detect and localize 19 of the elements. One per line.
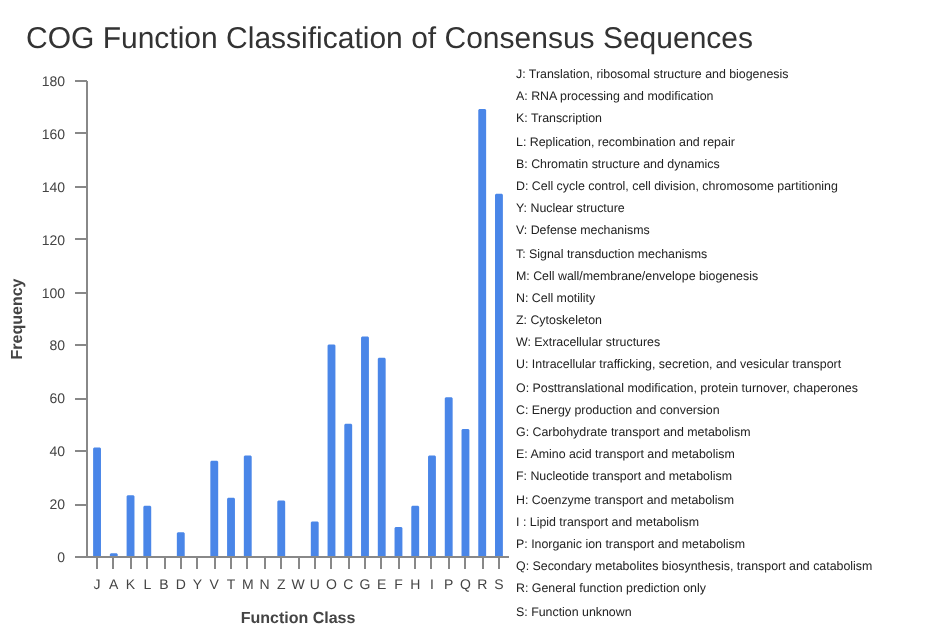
bar: [428, 455, 436, 557]
bar: [93, 447, 101, 557]
bar: [210, 460, 219, 557]
bar: [310, 521, 319, 557]
bar: [495, 193, 503, 557]
bar: [444, 397, 453, 557]
bar: [227, 497, 235, 557]
bar: [478, 109, 487, 557]
bar: [277, 500, 286, 557]
bar: [411, 505, 420, 557]
x-axis-title: Function Class: [240, 609, 357, 627]
bar: [143, 505, 152, 557]
bar: [176, 532, 185, 557]
bar: [243, 455, 252, 557]
bar: [377, 357, 386, 557]
chart-title: COG Function Classification of Consensus Sequences: [26, 20, 754, 60]
bar: [361, 336, 369, 557]
y-axis-title: Frequency: [7, 277, 26, 360]
bar: [344, 423, 353, 557]
